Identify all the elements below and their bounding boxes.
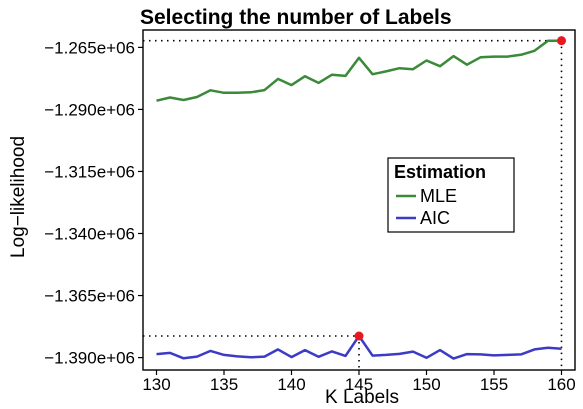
- y-tick-label: −1.290e+06: [44, 100, 135, 119]
- x-axis-title: K Labels: [325, 387, 399, 408]
- legend-label-aic: AIC: [420, 208, 450, 228]
- x-axis: 130 135 140 145 150 155 160: [142, 370, 576, 394]
- x-tick-label: 160: [547, 375, 575, 394]
- x-tick-label: 155: [480, 375, 508, 394]
- y-tick-label: −1.265e+06: [44, 38, 135, 57]
- y-tick-label: −1.365e+06: [44, 287, 135, 306]
- x-tick-label: 140: [277, 375, 305, 394]
- y-axis-title: Log−likelihood: [8, 136, 29, 258]
- x-tick-label: 135: [210, 375, 238, 394]
- y-tick-label: −1.340e+06: [44, 225, 135, 244]
- y-tick-label: −1.315e+06: [44, 162, 135, 181]
- chart-title: Selecting the number of Labels: [140, 6, 452, 29]
- x-tick-label: 145: [345, 375, 373, 394]
- legend-title: Estimation: [394, 162, 486, 182]
- highlight-point-aic: [354, 331, 364, 341]
- highlight-point-mle: [557, 36, 566, 46]
- series-line-mle: [156, 39, 562, 102]
- legend: Estimation MLE AIC: [387, 157, 515, 233]
- legend-label-mle: MLE: [420, 186, 457, 206]
- x-tick-label: 130: [142, 375, 170, 394]
- x-tick-label: 150: [412, 375, 440, 394]
- y-axis: −1.265e+06 −1.290e+06 −1.315e+06 −1.340e+06…: [44, 38, 143, 368]
- y-tick-label: −1.390e+06: [44, 349, 135, 368]
